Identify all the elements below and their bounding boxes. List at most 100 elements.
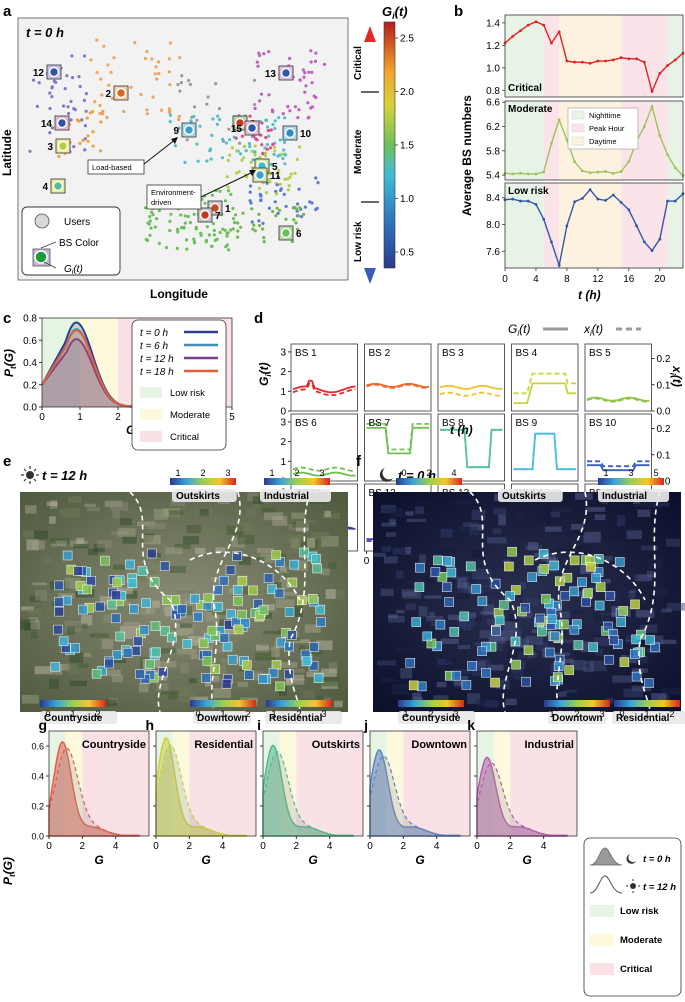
bs-marker-13: 13 xyxy=(265,65,294,81)
panel-d-ylabel-left: Gi(t) xyxy=(257,362,273,386)
user-dot xyxy=(192,237,196,241)
series-point xyxy=(588,188,592,192)
user-dot xyxy=(80,118,84,122)
bs-cell xyxy=(490,677,500,688)
terrain-patch xyxy=(260,642,274,646)
panel-d-ylabel-right: xi(t) xyxy=(668,365,684,387)
user-dot xyxy=(85,116,89,120)
user-dot xyxy=(240,134,244,138)
user-dot xyxy=(298,145,302,149)
zone-scale-label: 2 xyxy=(95,709,100,719)
user-dot xyxy=(273,126,277,131)
user-dot xyxy=(303,90,307,94)
zone-scale-label: 1 xyxy=(271,709,276,719)
zone-scale-label: 3 xyxy=(319,468,324,478)
ytick-right-label: 0.2 xyxy=(657,354,671,365)
user-dot xyxy=(188,221,192,225)
user-dot xyxy=(78,84,82,89)
user-dot xyxy=(242,144,247,148)
bs-cell xyxy=(233,624,244,635)
user-dot xyxy=(284,217,288,221)
series-point xyxy=(627,160,631,164)
zone-scale-label: 0 xyxy=(45,709,50,719)
legend-b-night-swatch xyxy=(571,110,585,120)
bs-cell xyxy=(630,649,640,659)
user-dot xyxy=(228,153,232,157)
legend-gk-low-label: Low risk xyxy=(620,906,659,917)
series-point xyxy=(519,171,522,175)
bs-cell xyxy=(271,550,282,561)
panel-letter: g xyxy=(38,717,47,733)
user-dot xyxy=(203,201,207,205)
bs-cell xyxy=(630,599,640,610)
terrain-patch xyxy=(426,615,444,622)
legend-gk-t12-label: t = 12 h xyxy=(643,882,676,893)
user-dot xyxy=(208,149,212,153)
terrain-patch xyxy=(385,532,396,537)
bs-label: 6 xyxy=(296,229,302,240)
terrain-patch xyxy=(458,526,478,533)
user-dot xyxy=(83,137,87,141)
bs-cell xyxy=(112,577,122,588)
series-point xyxy=(542,23,546,27)
terrain-patch xyxy=(256,548,274,554)
bs-cell xyxy=(145,659,155,669)
series-point xyxy=(526,172,530,176)
user-dot xyxy=(247,142,251,146)
legend-b-night-label: Nighttime xyxy=(589,111,621,120)
terrain-patch xyxy=(183,536,199,545)
series-point xyxy=(650,249,654,252)
user-dot xyxy=(100,93,104,97)
ytick-label: 0.2 xyxy=(31,802,44,812)
user-dot xyxy=(153,225,157,229)
terrain-patch xyxy=(573,545,592,555)
xtick-label: 2 xyxy=(187,841,193,852)
terrain-patch xyxy=(464,624,472,631)
terrain-patch xyxy=(400,667,413,679)
terrain-patch xyxy=(180,662,189,674)
user-dot xyxy=(173,144,177,148)
bs-marker-11: 11 xyxy=(252,167,281,183)
region-band xyxy=(510,731,577,836)
zone-label: Residential xyxy=(616,713,670,724)
terrain-patch xyxy=(453,669,470,674)
terrain-patch xyxy=(666,602,685,611)
terrain-patch xyxy=(446,658,456,663)
bs-markers: 123456789101112131415 xyxy=(33,64,312,241)
bs-gi-circle xyxy=(280,227,292,239)
user-dot xyxy=(206,95,210,99)
user-dot xyxy=(52,79,56,83)
terrain-patch xyxy=(487,618,496,626)
user-dot xyxy=(106,63,110,67)
terrain-patch xyxy=(239,557,251,565)
user-dot xyxy=(237,170,241,174)
xlabel: G xyxy=(522,853,531,867)
ytick-label: 8.0 xyxy=(486,220,500,231)
bs-gi-circle xyxy=(57,140,69,152)
subplot-frame xyxy=(511,343,579,412)
ytick-label: 7.6 xyxy=(486,247,500,258)
user-dot xyxy=(50,95,54,99)
user-dot xyxy=(249,160,253,164)
terrain-patch xyxy=(280,573,290,578)
terrain-patch xyxy=(535,514,552,521)
user-dot xyxy=(215,237,219,241)
bs-cell xyxy=(213,602,223,612)
user-dot xyxy=(210,193,214,197)
bs-gi-circle xyxy=(115,87,127,99)
bs-cell xyxy=(444,597,454,607)
region-name: Downtown xyxy=(411,739,467,751)
panel-b: b 0.8 1.0 1.2 1.4 Critical 5.4 5.8 6.2 6.6 Modera… xyxy=(454,3,685,302)
user-dot xyxy=(168,111,172,115)
user-dot xyxy=(180,74,184,78)
terrain-patch xyxy=(210,577,224,581)
terrain-patch xyxy=(376,635,383,642)
series-point xyxy=(666,153,669,156)
user-dot xyxy=(310,70,314,74)
terrain-patch xyxy=(424,595,442,599)
legend-gk-critical-swatch xyxy=(590,963,614,975)
time-band xyxy=(559,15,622,97)
terrain-patch xyxy=(96,609,113,615)
terrain-patch xyxy=(253,503,260,509)
bs-cell xyxy=(210,664,221,675)
